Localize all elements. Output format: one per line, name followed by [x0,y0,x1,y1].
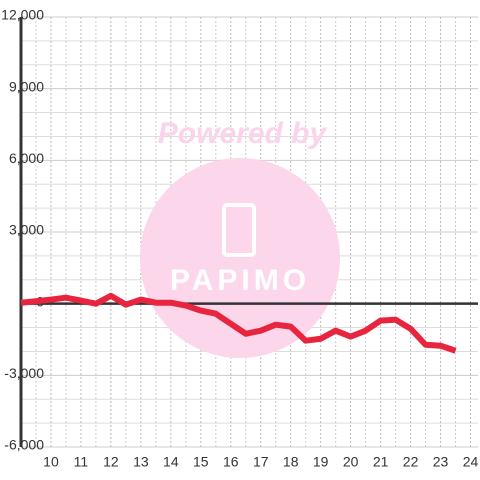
x-tick-label: 20 [343,454,359,470]
x-tick-label: 17 [253,454,269,470]
y-tick-label: 6,000 [9,150,44,166]
x-tick-label: 18 [283,454,299,470]
watermark-text: Powered by [158,117,328,150]
x-tick-label: 19 [313,454,329,470]
x-tick-label: 15 [193,454,209,470]
x-tick-label: 14 [163,454,179,470]
watermark: Powered by PAPIMO [140,117,340,358]
x-tick-label: 13 [133,454,149,470]
x-tick-label: 16 [223,454,239,470]
x-tick-label: 11 [74,454,89,470]
x-tick-label: 23 [433,454,449,470]
y-tick-label: 3,000 [9,222,44,238]
x-tick-label: 12 [103,454,119,470]
x-tick-label: 10 [43,454,59,470]
x-tick-label: 24 [463,454,479,470]
y-tick-label: -6,000 [4,437,44,453]
y-tick-label: -3,000 [4,365,44,381]
watermark-text: PAPIMO [170,264,310,297]
x-tick-label: 21 [373,454,389,470]
x-tick-label: 22 [403,454,419,470]
line-series [20,292,457,354]
watermark-icon [222,203,256,257]
y-tick-label: 12,000 [1,7,44,23]
y-tick-label: 9,000 [9,78,44,94]
